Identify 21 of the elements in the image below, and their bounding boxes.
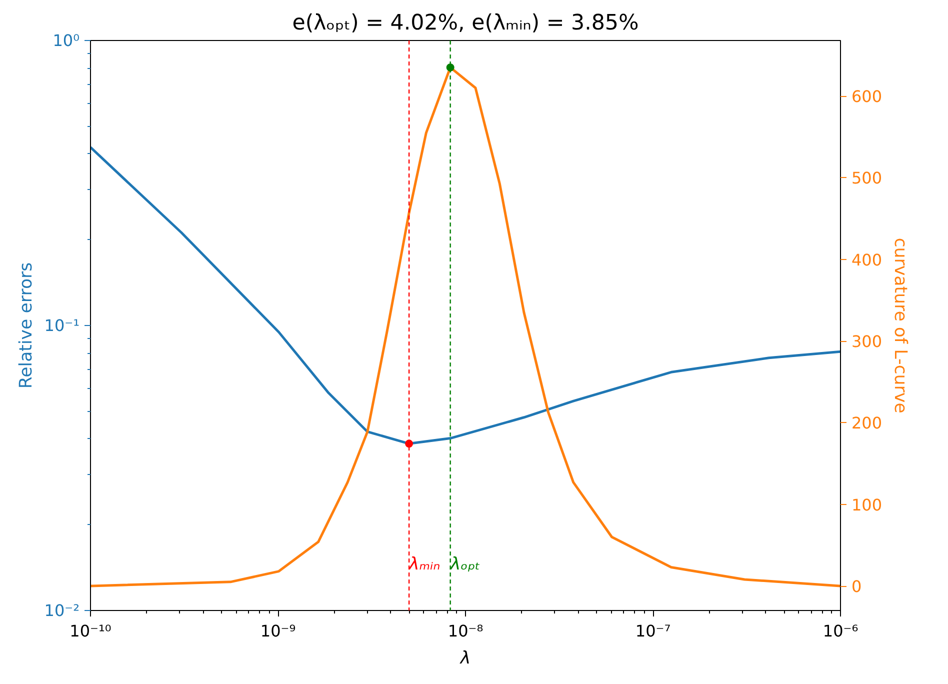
y2-tick-label: 100 — [852, 495, 882, 514]
y-tick-label: 10⁻¹ — [44, 316, 80, 335]
y-axis-title: Relative errors — [16, 262, 36, 389]
y-tick-label: 10⁻² — [44, 601, 80, 620]
y2-tick-label: 200 — [852, 414, 882, 433]
y2-axis-title: curvature of L-curve — [890, 238, 910, 414]
ref-line-label: λₘᵢₙ — [408, 554, 440, 574]
x-tick-label: 10⁻⁷ — [635, 622, 671, 640]
y-tick-label: 10⁰ — [52, 31, 80, 50]
y2-tick-label: 600 — [852, 87, 882, 106]
x-tick-label: 10⁻¹⁰ — [70, 622, 112, 640]
x-tick-label: 10⁻⁸ — [448, 622, 484, 640]
y2-tick-label: 300 — [852, 332, 882, 352]
x-axis-title: λ — [459, 648, 471, 668]
chart-title: e(λₒₚₜ) = 4.02%, e(λₘᵢₙ) = 3.85% — [292, 10, 639, 36]
y2-tick-label: 500 — [852, 168, 882, 188]
x-tick-label: 10⁻⁶ — [822, 622, 858, 640]
ref-line-label: λₒₚₜ — [449, 554, 480, 574]
y2-tick-label: 0 — [852, 577, 862, 596]
x-tick-label: 10⁻⁹ — [260, 622, 296, 640]
y2-tick-label: 400 — [852, 250, 882, 270]
